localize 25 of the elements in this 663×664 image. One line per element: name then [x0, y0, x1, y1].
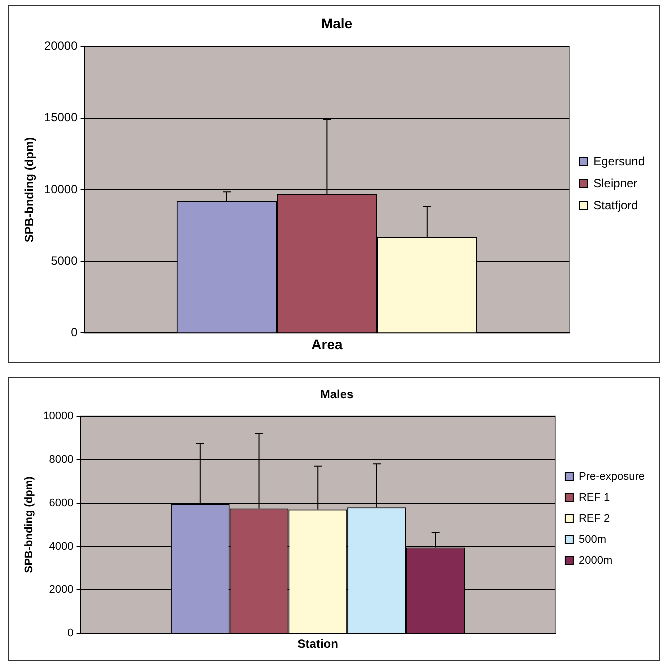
- chart-title: Males: [320, 388, 354, 402]
- y-tick-label: 15000: [44, 110, 78, 125]
- legend-label: 2000m: [578, 555, 613, 568]
- legend-label: Pre-exposure: [578, 471, 646, 484]
- y-tick-label: 5000: [51, 254, 78, 268]
- y-axis-title: SPB-bnding (dpm): [22, 137, 37, 243]
- legend-label: Egersund: [594, 154, 646, 168]
- legend-label: 500m: [578, 534, 606, 546]
- y-axis-title: SPB-bnding (dpm): [24, 476, 36, 574]
- y-tick-label: 20000: [44, 39, 78, 54]
- legend-label: Sleipner: [594, 176, 638, 190]
- y-tick-label: 8000: [49, 454, 74, 466]
- y-tick-label: 0: [71, 326, 78, 340]
- y-tick-label: 6000: [49, 497, 74, 510]
- y-tick-label: 10000: [43, 410, 74, 422]
- legend-label: REF 1: [578, 492, 610, 504]
- legend-label: REF 2: [578, 513, 610, 526]
- y-tick-label: 2000: [49, 584, 74, 596]
- chart-title: Male: [321, 15, 353, 32]
- y-tick-label: 4000: [49, 540, 74, 553]
- x-axis-title: Area: [312, 336, 343, 352]
- y-tick-label: 10000: [44, 182, 78, 196]
- legend-label: Statfjord: [594, 198, 638, 212]
- x-axis-title: Station: [298, 637, 338, 652]
- y-tick-label: 0: [68, 628, 74, 640]
